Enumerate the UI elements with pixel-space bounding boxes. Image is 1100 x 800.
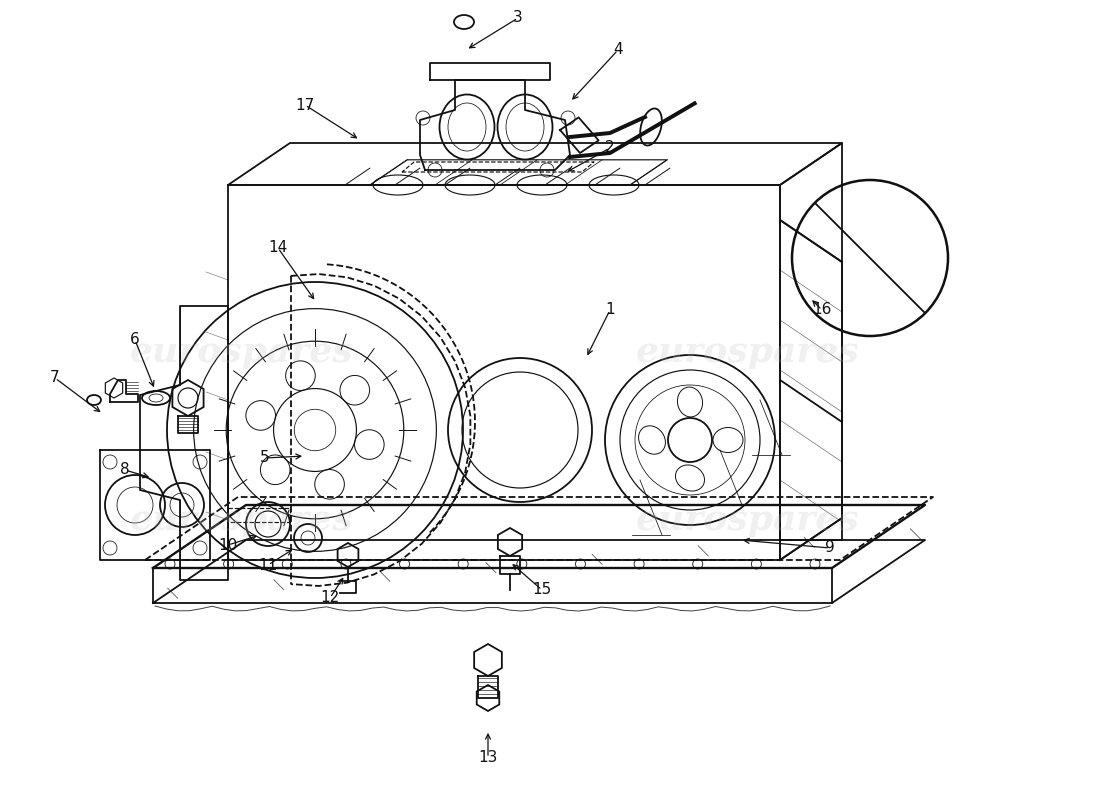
Text: 15: 15 bbox=[532, 582, 551, 598]
Text: 14: 14 bbox=[268, 241, 287, 255]
Text: 1: 1 bbox=[605, 302, 615, 318]
Text: 3: 3 bbox=[513, 10, 522, 26]
Text: 13: 13 bbox=[478, 750, 497, 766]
Text: 4: 4 bbox=[613, 42, 623, 58]
Text: 7: 7 bbox=[51, 370, 59, 386]
Text: eurospares: eurospares bbox=[636, 335, 860, 369]
Text: 12: 12 bbox=[320, 590, 340, 606]
Text: 16: 16 bbox=[812, 302, 832, 318]
Text: 17: 17 bbox=[296, 98, 315, 113]
Text: eurospares: eurospares bbox=[636, 503, 860, 537]
Text: 6: 6 bbox=[130, 333, 140, 347]
Text: 10: 10 bbox=[219, 538, 238, 553]
Text: eurospares: eurospares bbox=[130, 335, 354, 369]
Text: 2: 2 bbox=[605, 141, 615, 155]
Text: 11: 11 bbox=[258, 558, 277, 573]
Text: 8: 8 bbox=[120, 462, 130, 478]
Text: eurospares: eurospares bbox=[130, 503, 354, 537]
Text: 9: 9 bbox=[825, 541, 835, 555]
Text: 5: 5 bbox=[261, 450, 270, 466]
